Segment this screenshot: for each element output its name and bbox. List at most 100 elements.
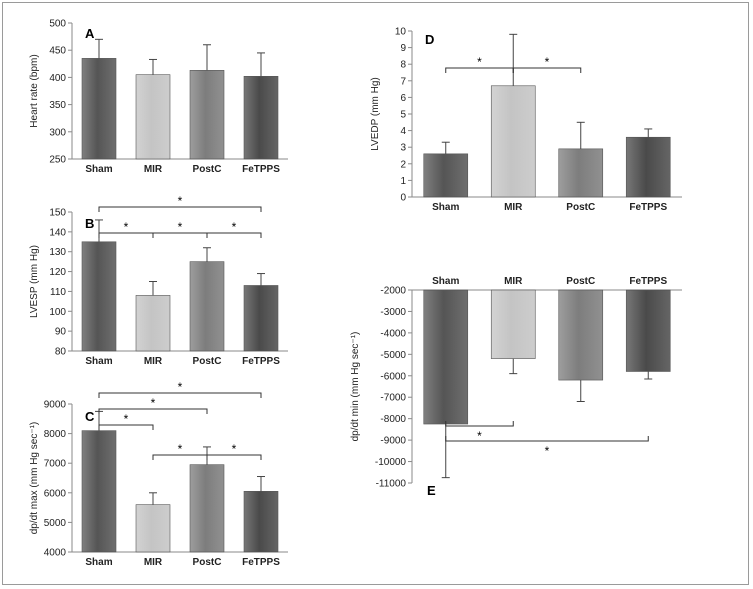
- bar-fetpps: [243, 491, 279, 553]
- significance-bracket: [206, 454, 262, 460]
- bar-sham: [81, 58, 117, 160]
- bar-mir: [135, 295, 171, 352]
- bar-sham: [423, 289, 469, 425]
- bar-sham: [81, 430, 117, 553]
- y-tick-label: -8000: [380, 414, 406, 425]
- y-tick-label: 6000: [44, 488, 67, 499]
- bar-mir: [490, 289, 536, 359]
- bar-sham: [81, 241, 117, 352]
- bar-mir: [135, 504, 171, 553]
- y-tick-label: 90: [55, 327, 67, 338]
- significance-bracket: [445, 436, 649, 442]
- category-label-sham: Sham: [432, 202, 459, 213]
- significance-star: *: [477, 55, 482, 69]
- y-tick-label: 100: [49, 307, 66, 318]
- y-axis-title: Heart rate (bpm): [29, 54, 40, 127]
- bar-fetpps: [243, 285, 279, 352]
- y-tick-label: -6000: [380, 371, 406, 382]
- y-tick-label: 5: [400, 110, 406, 121]
- significance-star: *: [232, 442, 237, 456]
- y-tick-label: -11000: [376, 479, 407, 490]
- y-tick-label: 400: [49, 73, 66, 84]
- bar-mir: [490, 85, 536, 198]
- y-tick-label: 350: [49, 100, 66, 111]
- significance-bracket: [98, 424, 154, 430]
- category-label-fetpps: FeTPPS: [242, 164, 280, 175]
- significance-star: *: [178, 194, 183, 208]
- y-tick-label: -9000: [380, 436, 406, 447]
- category-label-sham: Sham: [432, 276, 459, 287]
- y-tick-label: 250: [49, 155, 66, 166]
- significance-star: *: [124, 412, 129, 426]
- significance-star: *: [545, 55, 550, 69]
- category-label-sham: Sham: [85, 356, 112, 367]
- bar-fetpps: [625, 289, 671, 372]
- y-axis-title: LVEDP (mm Hg): [370, 77, 381, 151]
- significance-star: *: [545, 444, 550, 458]
- category-label-fetpps: FeTPPS: [629, 202, 667, 213]
- y-tick-label: 0: [400, 193, 406, 204]
- significance-bracket: [98, 392, 262, 398]
- y-tick-label: 10: [395, 27, 407, 38]
- category-label-postc: PostC: [193, 557, 222, 568]
- panel-label: E: [427, 483, 436, 498]
- significance-star: *: [178, 380, 183, 394]
- bar-mir: [135, 74, 171, 160]
- bar-postc: [558, 289, 604, 381]
- y-tick-label: 8: [400, 60, 406, 71]
- significance-bracket: [98, 206, 262, 212]
- category-label-mir: MIR: [504, 202, 523, 213]
- y-tick-label: 6: [400, 93, 406, 104]
- bar-fetpps: [243, 76, 279, 160]
- y-tick-label: -10000: [375, 457, 407, 468]
- significance-bracket: [512, 67, 582, 73]
- y-tick-label: 120: [49, 267, 66, 278]
- bar-postc: [189, 261, 225, 352]
- bar-postc: [189, 464, 225, 553]
- panel-label: C: [85, 409, 95, 424]
- y-tick-label: -7000: [380, 393, 406, 404]
- significance-bracket: [98, 408, 208, 414]
- category-label-mir: MIR: [144, 164, 163, 175]
- category-label-fetpps: FeTPPS: [629, 276, 667, 287]
- significance-star: *: [477, 429, 482, 443]
- bar-sham: [423, 153, 469, 198]
- y-tick-label: 150: [49, 208, 66, 219]
- significance-star: *: [178, 220, 183, 234]
- category-label-postc: PostC: [193, 164, 222, 175]
- category-label-mir: MIR: [144, 557, 163, 568]
- significance-star: *: [232, 220, 237, 234]
- y-tick-label: 7: [400, 76, 406, 87]
- bar-postc: [558, 148, 604, 198]
- y-tick-label: 140: [49, 227, 66, 238]
- panel-label: A: [85, 26, 95, 41]
- category-label-postc: PostC: [193, 356, 222, 367]
- significance-star: *: [124, 220, 129, 234]
- category-label-fetpps: FeTPPS: [242, 557, 280, 568]
- category-label-sham: Sham: [85, 164, 112, 175]
- y-tick-label: 1: [400, 176, 406, 187]
- significance-bracket: [445, 421, 514, 427]
- bar-postc: [189, 70, 225, 160]
- y-tick-label: 7000: [44, 459, 67, 470]
- y-axis-title: LVESP (mm Hg): [29, 245, 40, 318]
- y-tick-label: 3: [400, 143, 406, 154]
- y-tick-label: 500: [49, 19, 66, 30]
- y-tick-label: -5000: [380, 350, 406, 361]
- category-label-mir: MIR: [144, 356, 163, 367]
- y-tick-label: 9: [400, 43, 406, 54]
- significance-bracket: [206, 232, 262, 238]
- y-tick-label: 9000: [44, 400, 67, 411]
- y-tick-label: -4000: [380, 328, 406, 339]
- significance-star: *: [151, 396, 156, 410]
- y-tick-label: -3000: [380, 307, 406, 318]
- y-tick-label: 4: [400, 126, 406, 137]
- category-label-postc: PostC: [566, 276, 595, 287]
- y-tick-label: 110: [50, 287, 66, 298]
